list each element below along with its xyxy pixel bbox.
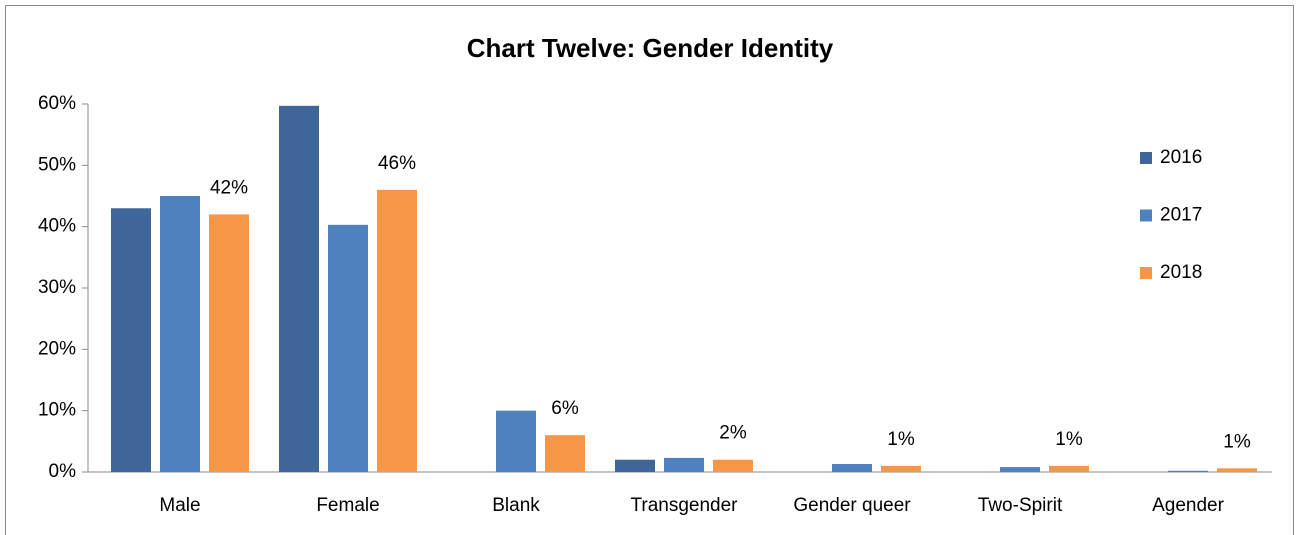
legend-label: 2017 xyxy=(1160,205,1202,226)
data-label: 2% xyxy=(719,423,747,444)
chart-title: Chart Twelve: Gender Identity xyxy=(467,33,834,63)
bar xyxy=(328,224,368,472)
data-label: 6% xyxy=(551,398,579,419)
x-tick-label: Female xyxy=(316,495,379,516)
bar xyxy=(209,214,249,472)
bar xyxy=(1049,465,1089,472)
x-tick-label: Agender xyxy=(1152,495,1225,516)
bar xyxy=(713,459,753,472)
y-tick-label: 40% xyxy=(38,216,76,237)
y-tick-label: 10% xyxy=(38,400,76,421)
legend-swatch xyxy=(1140,152,1152,164)
bar xyxy=(615,459,655,472)
data-label: 46% xyxy=(378,153,416,174)
y-tick-label: 50% xyxy=(38,154,76,175)
legend-label: 2016 xyxy=(1160,147,1202,168)
bar xyxy=(1000,467,1040,472)
bar xyxy=(1217,468,1257,472)
legend-swatch xyxy=(1140,209,1152,222)
chart-border xyxy=(5,5,1294,535)
data-label: 1% xyxy=(1223,431,1251,452)
bar xyxy=(160,196,200,472)
data-label: 1% xyxy=(1055,429,1083,450)
x-tick-label: Male xyxy=(159,495,200,516)
bar xyxy=(377,189,417,472)
bar xyxy=(545,435,585,472)
legend-label: 2018 xyxy=(1160,262,1202,283)
bar xyxy=(111,208,151,472)
bar xyxy=(496,410,536,472)
bar xyxy=(1168,470,1208,472)
bar xyxy=(279,105,319,472)
x-tick-label: Gender queer xyxy=(793,495,911,516)
x-tick-label: Two-Spirit xyxy=(978,495,1063,516)
y-tick-label: 30% xyxy=(38,277,76,298)
legend-swatch xyxy=(1140,267,1152,279)
bar xyxy=(881,465,921,472)
x-tick-label: Transgender xyxy=(630,495,738,516)
y-tick-label: 0% xyxy=(49,461,77,482)
x-tick-label: Blank xyxy=(492,495,540,516)
data-label: 42% xyxy=(210,177,248,198)
y-tick-label: 60% xyxy=(38,93,76,114)
data-label: 1% xyxy=(887,429,915,450)
y-tick-label: 20% xyxy=(38,338,76,359)
bar xyxy=(832,464,872,472)
bar xyxy=(664,457,704,472)
